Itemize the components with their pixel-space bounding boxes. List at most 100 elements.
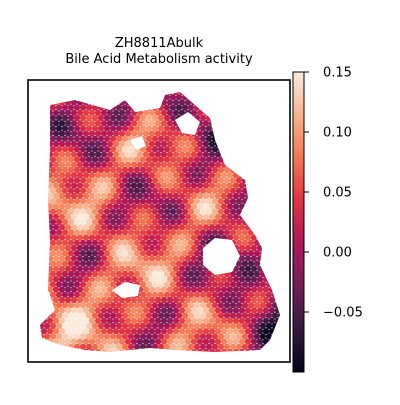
spot	[49, 156, 57, 163]
spot	[52, 192, 60, 200]
spot	[70, 203, 78, 210]
spot	[220, 348, 228, 352]
spot	[76, 182, 84, 189]
spot	[40, 239, 45, 246]
spot	[121, 177, 129, 184]
spot	[151, 94, 159, 101]
spot	[145, 229, 153, 236]
spot	[133, 260, 141, 267]
spot	[244, 328, 252, 335]
spot	[253, 208, 261, 215]
spot	[46, 224, 54, 231]
spot	[64, 276, 72, 283]
spot	[281, 193, 287, 199]
spot	[136, 265, 144, 272]
spot	[109, 177, 117, 184]
spot	[187, 239, 195, 246]
spot	[190, 244, 198, 252]
spot	[106, 234, 114, 241]
spot	[139, 229, 147, 236]
spot	[58, 317, 66, 324]
spot	[259, 187, 267, 194]
spot	[187, 104, 195, 111]
spot	[151, 312, 159, 319]
spot	[148, 244, 156, 252]
spot	[130, 120, 138, 127]
spot	[109, 208, 117, 215]
spot	[115, 177, 123, 184]
spot	[43, 146, 51, 153]
spot	[97, 250, 105, 257]
spot	[205, 218, 213, 226]
spot	[253, 270, 261, 278]
spot	[73, 114, 81, 122]
spot	[271, 166, 279, 174]
spot	[166, 99, 174, 106]
spot	[163, 156, 171, 163]
spot	[58, 296, 66, 304]
spot	[214, 317, 222, 324]
spot	[271, 333, 279, 340]
spot	[106, 265, 114, 272]
spot	[112, 161, 120, 168]
spot	[67, 187, 75, 194]
spot	[160, 255, 168, 262]
spot	[208, 317, 216, 324]
spot	[202, 130, 210, 137]
spot	[121, 270, 129, 278]
spot	[58, 172, 66, 179]
spot	[61, 166, 69, 174]
spot	[238, 192, 246, 200]
spot	[211, 146, 219, 153]
spot	[115, 114, 123, 122]
spot	[217, 187, 225, 194]
spot	[256, 140, 264, 148]
spot	[169, 302, 177, 309]
spot	[229, 322, 237, 330]
spot	[274, 151, 280, 158]
spot	[73, 322, 81, 330]
spot	[73, 291, 81, 298]
spot	[184, 203, 192, 210]
spot	[229, 104, 237, 111]
spot	[241, 322, 249, 330]
spot	[253, 156, 261, 163]
spot	[67, 239, 75, 246]
spot	[127, 104, 135, 111]
spot	[274, 234, 280, 241]
spot	[268, 338, 276, 345]
spot	[115, 270, 123, 278]
spot	[40, 213, 48, 220]
spot	[112, 244, 120, 252]
spot	[112, 348, 120, 352]
spot	[40, 224, 42, 231]
spot	[88, 244, 96, 252]
spot	[265, 322, 273, 330]
spot	[82, 172, 90, 179]
spot	[154, 140, 162, 148]
spot	[244, 276, 252, 283]
spot	[121, 166, 129, 174]
spot	[247, 187, 255, 194]
spot	[109, 218, 117, 226]
spot	[199, 114, 207, 122]
spot	[115, 94, 123, 101]
spot	[229, 291, 237, 298]
spot	[130, 265, 138, 272]
spot	[259, 322, 267, 330]
spot	[58, 99, 66, 106]
spot	[157, 218, 165, 226]
spot	[250, 224, 258, 231]
spot	[265, 135, 273, 142]
spot	[94, 286, 102, 293]
spot	[100, 276, 108, 283]
spot	[181, 291, 189, 298]
spot	[151, 229, 159, 236]
spot	[190, 255, 198, 262]
spot	[52, 244, 60, 252]
spot	[160, 244, 168, 252]
spot	[109, 104, 117, 111]
spot	[274, 92, 280, 96]
spot	[43, 250, 51, 257]
spot	[124, 140, 132, 148]
